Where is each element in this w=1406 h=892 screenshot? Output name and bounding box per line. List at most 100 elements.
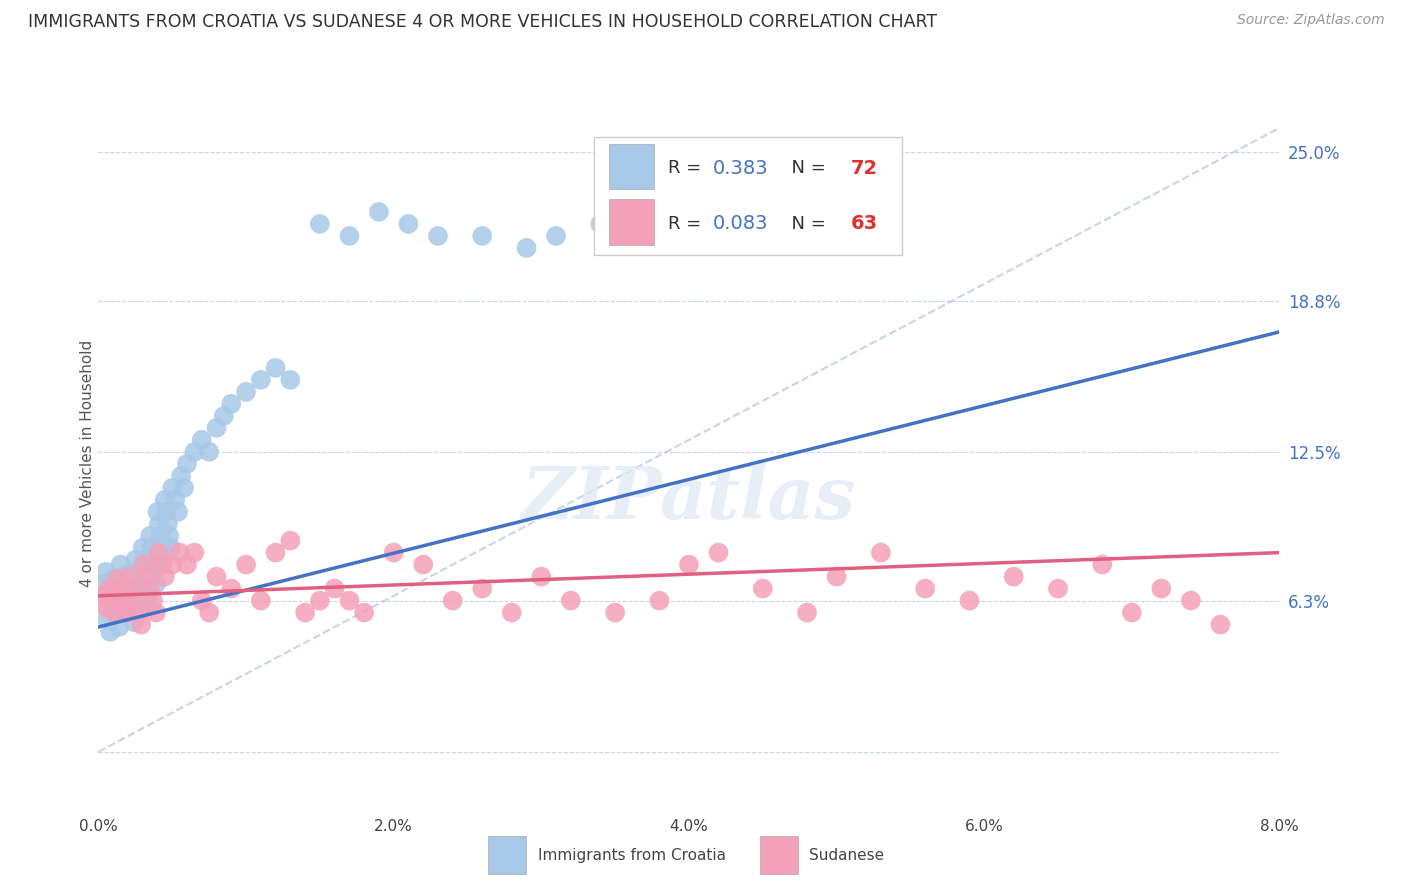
Text: N =: N = (780, 215, 831, 233)
Point (150, 558, 173, 572)
Point (337, 593, 360, 607)
Point (382, 546, 405, 560)
Point (176, 558, 198, 572)
Point (107, 572, 129, 586)
Point (152, 553, 174, 567)
Point (426, 228, 449, 243)
Point (169, 546, 191, 560)
Point (110, 582, 132, 596)
Point (139, 582, 162, 596)
Point (135, 565, 157, 579)
Point (121, 603, 143, 617)
Point (148, 546, 170, 560)
Point (1180, 593, 1202, 607)
Text: Immigrants from Croatia: Immigrants from Croatia (537, 848, 725, 863)
Point (104, 582, 127, 596)
Point (100, 589, 122, 603)
Point (605, 606, 627, 620)
Point (278, 373, 302, 387)
Point (117, 567, 139, 582)
Point (155, 505, 177, 519)
Text: ZIPatlas: ZIPatlas (522, 463, 856, 534)
Point (97, 600, 120, 615)
Point (198, 445, 221, 459)
Point (108, 620, 131, 634)
Point (138, 589, 160, 603)
Point (546, 228, 568, 243)
Point (501, 606, 523, 620)
Point (869, 546, 891, 560)
Point (170, 468, 193, 483)
Point (153, 492, 176, 507)
Point (114, 593, 136, 607)
Point (278, 533, 302, 548)
Point (1150, 582, 1173, 596)
Point (1046, 582, 1069, 596)
Point (159, 541, 181, 555)
Point (308, 217, 332, 231)
Point (96, 613, 118, 627)
Point (219, 582, 242, 596)
Bar (609, 200, 654, 244)
Point (134, 558, 156, 572)
Point (471, 228, 494, 243)
Point (148, 516, 170, 531)
Point (136, 576, 159, 591)
Point (323, 582, 346, 596)
Point (153, 569, 176, 583)
Point (825, 569, 848, 583)
Point (219, 397, 242, 411)
Point (94, 600, 117, 615)
Bar (488, 836, 526, 874)
Text: 0.383: 0.383 (713, 159, 768, 178)
Point (118, 569, 141, 583)
Point (183, 445, 205, 459)
Point (205, 421, 228, 435)
Point (156, 516, 179, 531)
Point (167, 505, 190, 519)
Point (128, 589, 150, 603)
Text: 0.083: 0.083 (713, 214, 768, 234)
Point (560, 593, 582, 607)
Point (914, 582, 936, 596)
Point (264, 360, 287, 375)
Point (145, 576, 167, 591)
Point (308, 593, 332, 607)
Point (124, 553, 146, 567)
Point (205, 569, 228, 583)
Point (1209, 617, 1232, 632)
Point (294, 606, 316, 620)
Point (132, 541, 155, 555)
Point (678, 558, 700, 572)
Point (110, 558, 132, 572)
Point (412, 558, 434, 572)
Point (162, 558, 183, 572)
Point (121, 582, 143, 596)
Point (136, 569, 159, 583)
Point (111, 569, 134, 583)
Point (235, 384, 257, 399)
Point (751, 582, 773, 596)
Point (104, 606, 127, 620)
Point (235, 558, 257, 572)
Point (115, 606, 138, 620)
Point (103, 572, 125, 586)
Point (589, 217, 612, 231)
Text: Sudanese: Sudanese (810, 848, 884, 863)
Point (191, 593, 214, 607)
Point (191, 433, 214, 447)
Point (530, 569, 553, 583)
Point (127, 606, 149, 620)
Point (957, 593, 980, 607)
Point (250, 373, 273, 387)
Point (149, 529, 172, 543)
Text: 63: 63 (851, 214, 877, 234)
Text: IMMIGRANTS FROM CROATIA VS SUDANESE 4 OR MORE VEHICLES IN HOUSEHOLD CORRELATION : IMMIGRANTS FROM CROATIA VS SUDANESE 4 OR… (28, 13, 938, 31)
Point (142, 553, 165, 567)
Text: R =: R = (668, 159, 707, 178)
Text: R =: R = (668, 215, 707, 233)
Text: 72: 72 (851, 159, 877, 178)
FancyBboxPatch shape (595, 136, 901, 255)
Point (250, 593, 273, 607)
Point (107, 606, 129, 620)
